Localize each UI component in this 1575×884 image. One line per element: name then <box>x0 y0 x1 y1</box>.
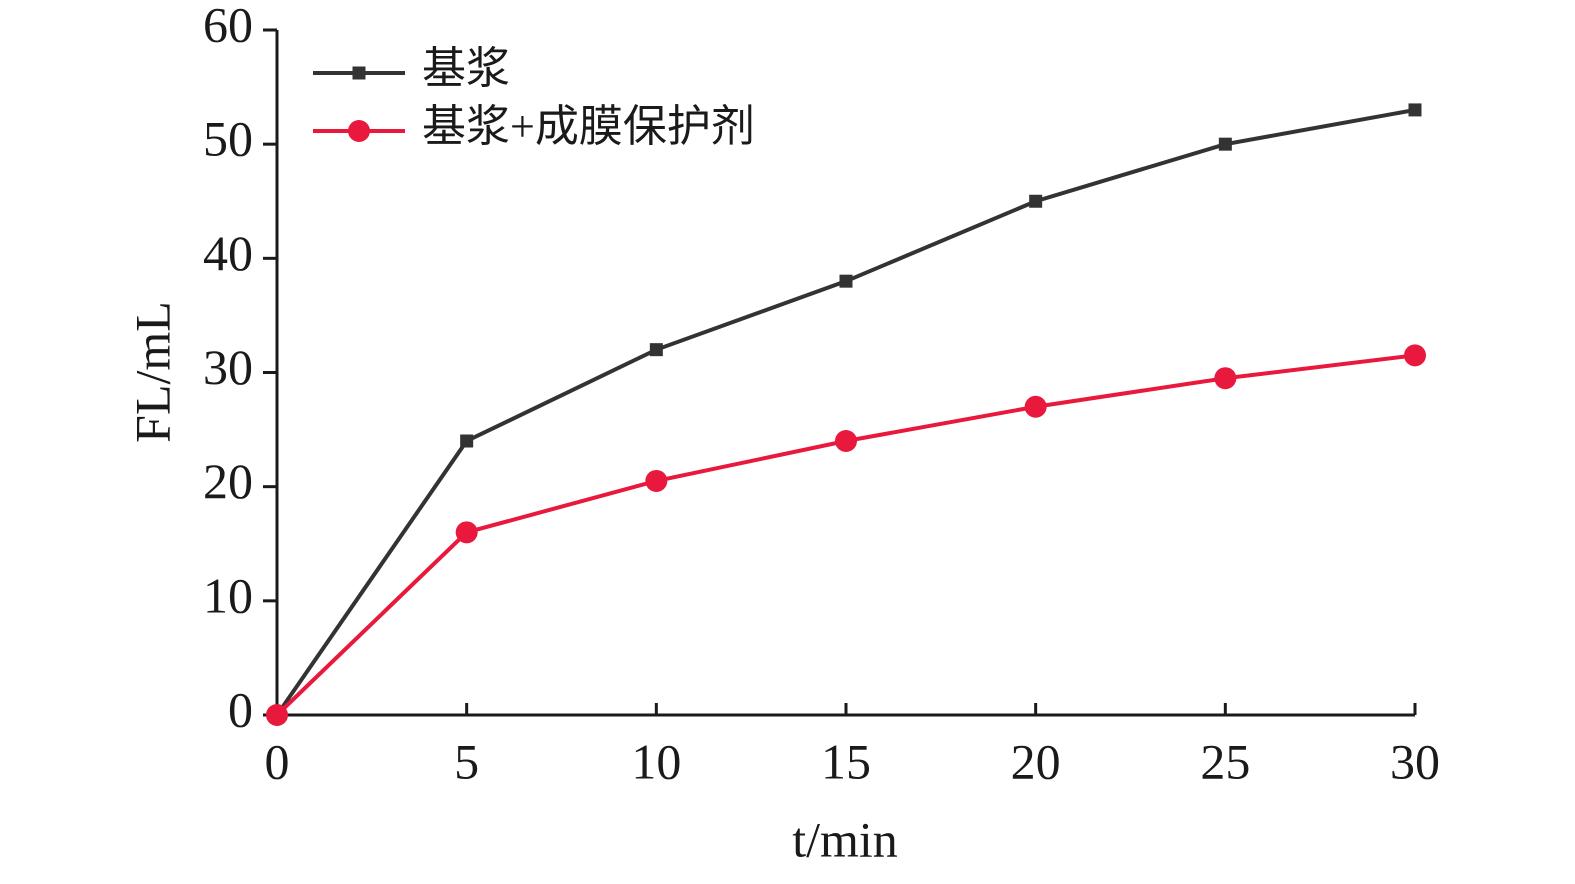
y-axis-label: FL/mL <box>124 301 180 443</box>
x-tick-label: 20 <box>1011 733 1061 789</box>
legend-marker <box>352 66 366 80</box>
data-point <box>1029 194 1043 208</box>
y-tick-label: 0 <box>228 681 253 737</box>
x-axis-label: t/min <box>792 811 898 867</box>
series-line <box>275 353 1416 717</box>
data-point <box>645 469 668 492</box>
x-tick-label: 0 <box>265 733 290 789</box>
data-point <box>1024 395 1047 418</box>
data-point <box>455 521 478 544</box>
data-point <box>1214 367 1237 390</box>
legend-marker <box>348 120 370 142</box>
y-tick-label: 30 <box>203 339 253 395</box>
data-point <box>839 274 853 288</box>
data-point <box>460 434 474 448</box>
y-tick-label: 50 <box>203 111 253 167</box>
x-tick-label: 10 <box>631 733 681 789</box>
data-point <box>266 704 288 726</box>
legend-label: 基浆+成膜保护剂 <box>422 102 755 151</box>
legend-label: 基浆 <box>422 44 510 93</box>
x-tick-label: 15 <box>821 733 871 789</box>
data-point <box>649 343 663 357</box>
x-tick-label: 25 <box>1200 733 1250 789</box>
data-point <box>1408 103 1422 117</box>
data-point <box>1404 344 1426 367</box>
x-tick-label: 30 <box>1390 733 1440 789</box>
data-point <box>1218 137 1232 151</box>
y-tick-label: 60 <box>203 0 253 52</box>
y-tick-label: 20 <box>203 453 253 509</box>
y-tick-label: 40 <box>203 225 253 281</box>
x-tick-label: 5 <box>454 733 479 789</box>
series-line <box>275 107 1416 717</box>
y-tick-label: 10 <box>203 567 253 623</box>
data-point <box>835 430 857 452</box>
